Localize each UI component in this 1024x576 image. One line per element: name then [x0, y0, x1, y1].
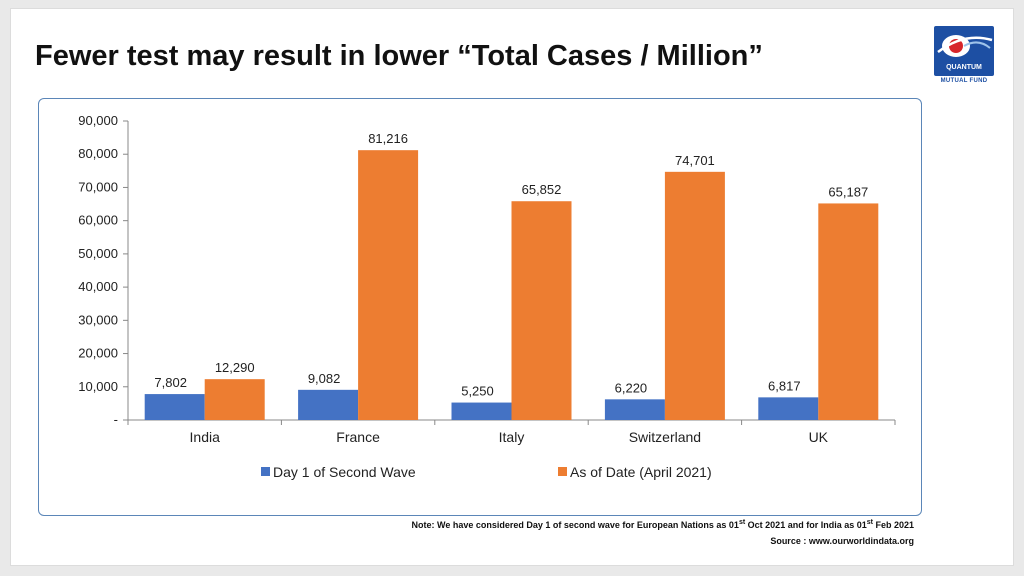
x-tick-label: UK	[809, 429, 829, 445]
data-label: 81,216	[368, 131, 408, 146]
bar-asofdate-uk	[818, 203, 879, 420]
x-tick-label: Switzerland	[629, 429, 701, 445]
source-text: Source : www.ourworldindata.org	[770, 536, 914, 546]
bar-day1-india	[144, 394, 205, 420]
footnote: Note: We have considered Day 1 of second…	[412, 519, 915, 530]
data-label: 7,802	[154, 375, 187, 390]
x-tick-label: France	[336, 429, 380, 445]
bar-asofdate-switzerland	[664, 171, 725, 420]
logo-subtext: MUTUAL FUND	[940, 78, 988, 84]
bar-chart: - 10,000 20,000 30,000 40,000 50,000 60,000 70,…	[78, 113, 896, 480]
bar-day1-italy	[451, 402, 512, 420]
y-tick-label: 30,000	[78, 312, 118, 327]
data-label: 12,290	[215, 360, 255, 375]
data-label: 65,187	[828, 184, 868, 199]
bar-day1-switzerland	[604, 399, 665, 420]
y-tick-label: -	[114, 412, 118, 427]
logo-emblem-icon	[937, 35, 993, 57]
bar-asofdate-france	[358, 150, 419, 420]
bar-day1-uk	[758, 397, 819, 420]
bar-day1-france	[298, 389, 359, 420]
quantum-logo: QUANTUM MUTUAL FUND	[934, 26, 994, 88]
legend-label: As of Date (April 2021)	[570, 464, 712, 480]
data-label: 74,701	[675, 153, 715, 168]
y-tick-label: 90,000	[78, 113, 118, 128]
footnote-prefix: Note: We have considered Day 1 of second…	[411, 520, 739, 530]
y-tick-label: 70,000	[78, 179, 118, 194]
y-tick-label: 40,000	[78, 279, 118, 294]
data-label: 65,852	[522, 182, 562, 197]
y-tick-label: 60,000	[78, 213, 118, 228]
x-tick-label: India	[190, 429, 221, 445]
bar-asofdate-italy	[511, 201, 572, 420]
legend-label: Day 1 of Second Wave	[273, 464, 416, 480]
footnote-middle: Oct 2021 and for India as 01	[745, 520, 867, 530]
data-label: 5,250	[461, 384, 494, 399]
legend-swatch	[558, 467, 567, 476]
data-label: 6,220	[615, 380, 648, 395]
data-label: 6,817	[768, 378, 801, 393]
x-tick-label: Italy	[499, 429, 525, 445]
y-tick-label: 50,000	[78, 246, 118, 261]
chart-container: - 10,000 20,000 30,000 40,000 50,000 60,000 70,…	[38, 98, 922, 516]
y-tick-label: 80,000	[78, 146, 118, 161]
legend-swatch	[261, 467, 270, 476]
footnote-sup1: st	[738, 519, 746, 526]
y-tick-label: 20,000	[78, 346, 118, 361]
footnote-suffix: Feb 2021	[872, 520, 914, 530]
page-title: Fewer test may result in lower “Total Ca…	[35, 40, 763, 72]
footnote-sup2: st	[866, 519, 873, 526]
logo-text: QUANTUM	[946, 64, 982, 71]
data-label: 9,082	[308, 371, 341, 386]
y-tick-label: 10,000	[78, 379, 118, 394]
logo-badge: QUANTUM	[934, 26, 994, 76]
bar-asofdate-india	[204, 379, 265, 420]
